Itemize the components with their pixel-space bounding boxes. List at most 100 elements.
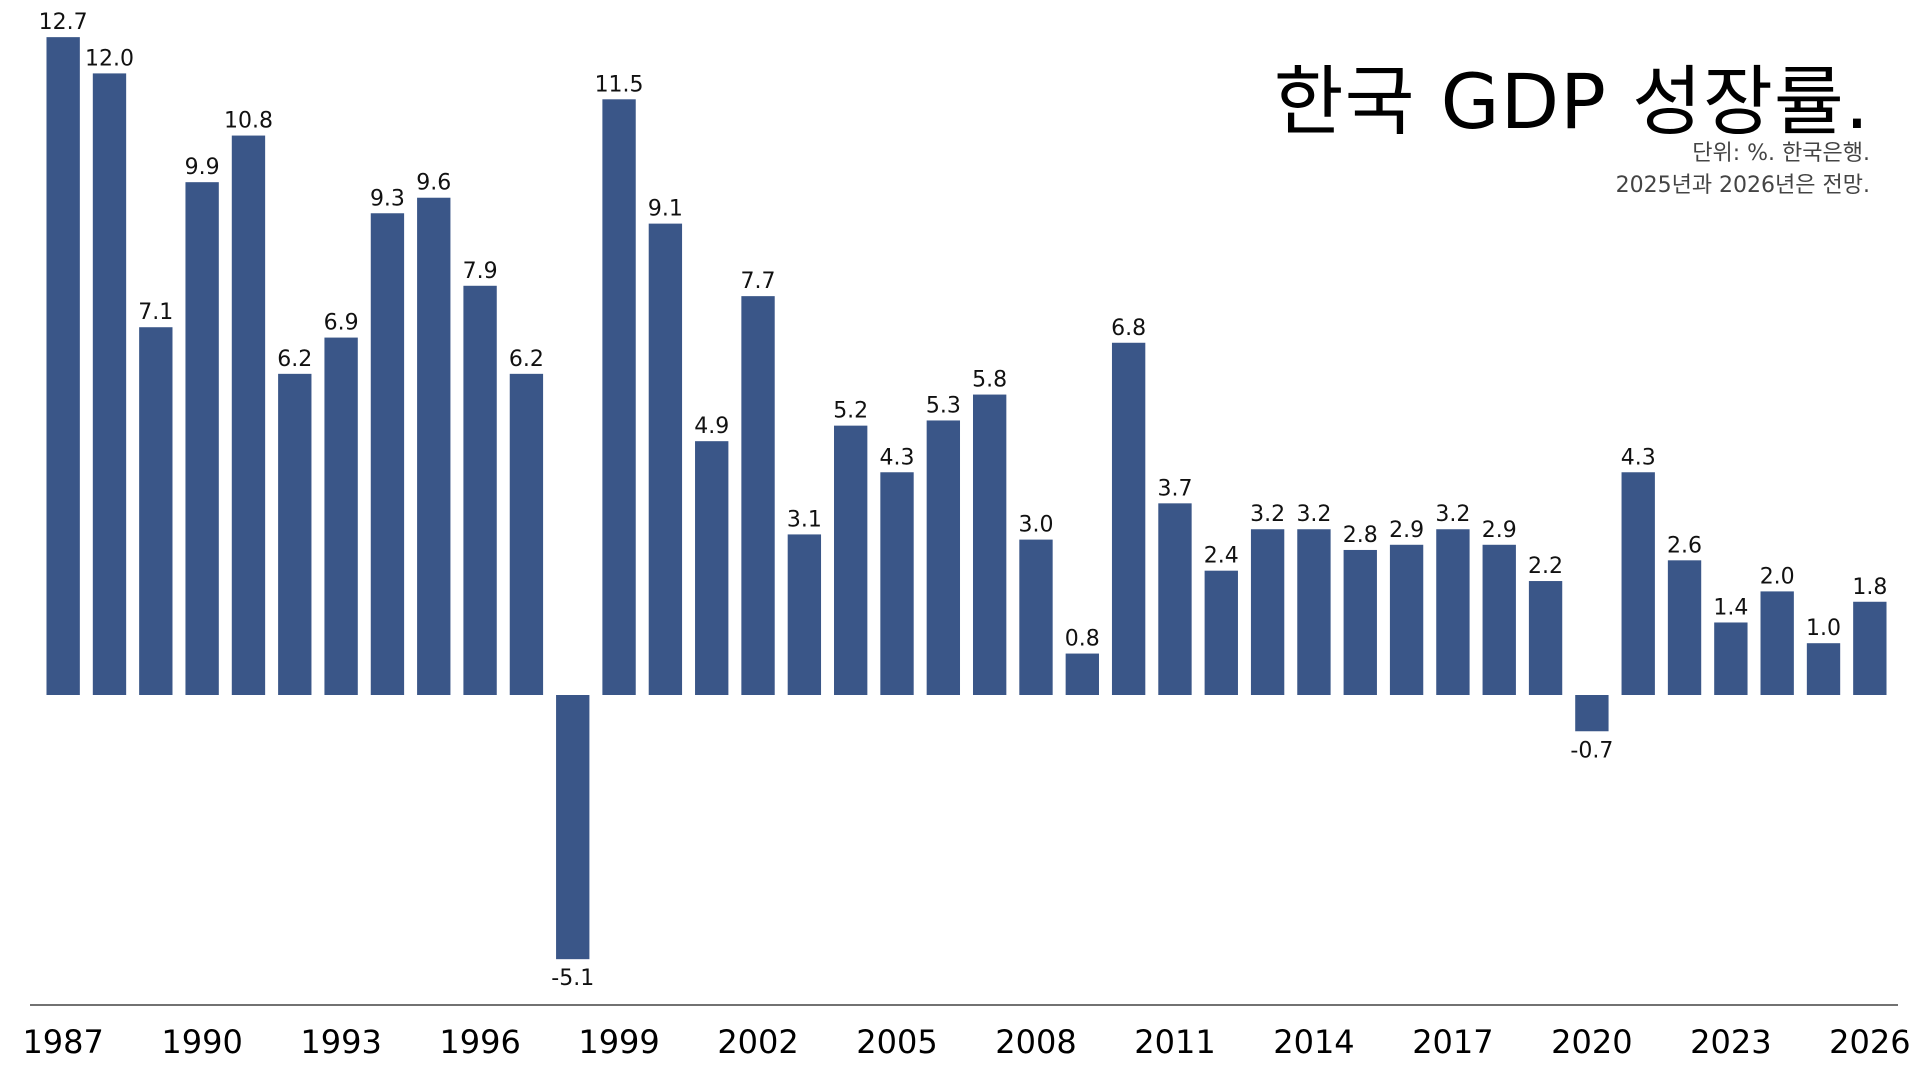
bar-value-label-2001: 4.9	[694, 414, 729, 439]
x-tick-label-2002: 2002	[717, 1023, 798, 1061]
bars-group	[46, 37, 1887, 960]
bar-value-label-1987: 12.7	[39, 10, 88, 35]
bar-value-label-2018: 2.9	[1482, 518, 1517, 543]
bar-value-label-2011: 3.7	[1157, 476, 1192, 501]
bar-value-label-2009: 0.8	[1065, 627, 1100, 652]
bar-value-label-1999: 11.5	[595, 72, 644, 97]
bar-2012	[1204, 570, 1238, 695]
bar-value-label-2024: 2.0	[1760, 564, 1795, 589]
x-tick-label-2008: 2008	[995, 1023, 1076, 1061]
bar-value-label-2008: 3.0	[1018, 513, 1053, 538]
x-tick-label-2014: 2014	[1273, 1023, 1354, 1061]
bar-value-label-2025: 1.0	[1806, 616, 1841, 641]
bar-value-label-1996: 7.9	[463, 259, 498, 284]
x-tick-label-2011: 2011	[1134, 1023, 1215, 1061]
bar-value-label-2010: 6.8	[1111, 316, 1146, 341]
bar-value-label-2021: 4.3	[1621, 445, 1656, 470]
bar-2001	[695, 441, 729, 695]
bar-value-label-2003: 3.1	[787, 507, 822, 532]
x-tick-label-1987: 1987	[22, 1023, 103, 1061]
x-tick-label-2005: 2005	[856, 1023, 937, 1061]
bar-1991	[231, 135, 266, 695]
bar-value-label-2023: 1.4	[1713, 595, 1748, 620]
bar-2010	[1111, 342, 1146, 695]
x-tick-label-1999: 1999	[578, 1023, 659, 1061]
x-tick-label-1993: 1993	[300, 1023, 381, 1061]
chart-note-forecast: 2025년과 2026년은 전망.	[1615, 173, 1870, 198]
bar-value-label-1995: 9.6	[416, 171, 451, 196]
bar-2006	[926, 420, 961, 695]
bar-value-label-2000: 9.1	[648, 197, 683, 222]
bar-1992	[278, 373, 312, 695]
bar-1994	[370, 213, 405, 695]
bar-2004	[834, 425, 868, 695]
chart-title: 한국 GDP 성장률.	[1273, 57, 1870, 146]
bar-value-label-1998: -5.1	[551, 966, 594, 991]
bar-2025	[1806, 643, 1841, 695]
bar-value-label-1988: 12.0	[85, 46, 134, 71]
bar-value-label-2019: 2.2	[1528, 554, 1563, 579]
bar-2014	[1297, 529, 1331, 695]
bar-1998	[556, 695, 590, 960]
bar-1996	[463, 285, 497, 695]
bar-value-label-2017: 3.2	[1435, 502, 1470, 527]
bar-1989	[139, 327, 173, 695]
bar-value-label-1991: 10.8	[224, 109, 273, 134]
bar-value-label-2013: 3.2	[1250, 502, 1285, 527]
bar-value-label-2014: 3.2	[1296, 502, 1331, 527]
bar-value-label-1994: 9.3	[370, 186, 405, 211]
bar-value-label-2022: 2.6	[1667, 533, 1702, 558]
bar-value-label-2020: -0.7	[1570, 738, 1613, 763]
bar-value-label-2006: 5.3	[926, 393, 961, 418]
bar-2016	[1389, 544, 1424, 695]
bar-2007	[972, 394, 1007, 695]
bar-value-label-2002: 7.7	[741, 269, 776, 294]
bar-value-label-1993: 6.9	[324, 311, 359, 336]
bar-2005	[880, 472, 914, 695]
bar-2018	[1482, 544, 1516, 695]
x-tick-label-2017: 2017	[1412, 1023, 1493, 1061]
bar-2022	[1667, 560, 1702, 695]
bar-2003	[787, 534, 822, 695]
bar-labels-group: 12.7 12.0 7.1 9.910.8 6.2 6.9 9.3 9.6 7.9 6.2 -5.1…	[39, 10, 1888, 991]
x-tick-label-2023: 2023	[1690, 1023, 1771, 1061]
bar-2023	[1714, 622, 1748, 695]
x-tick-label-2026: 2026	[1829, 1023, 1910, 1061]
bar-1988	[92, 73, 127, 695]
bar-1997	[509, 373, 544, 695]
bar-2024	[1760, 591, 1794, 695]
bar-value-label-1992: 6.2	[277, 347, 312, 372]
bar-value-label-1997: 6.2	[509, 347, 544, 372]
bar-value-label-2016: 2.9	[1389, 518, 1424, 543]
bar-2002	[741, 296, 775, 695]
bar-value-label-2015: 2.8	[1343, 523, 1378, 548]
bar-value-label-2005: 4.3	[880, 445, 915, 470]
bar-1987	[46, 37, 80, 695]
bar-2021	[1621, 472, 1655, 695]
x-tick-label-2020: 2020	[1551, 1023, 1632, 1061]
chart-note-unit: 단위: %. 한국은행.	[1692, 141, 1870, 166]
bar-2019	[1528, 581, 1563, 695]
bar-2009	[1065, 653, 1099, 695]
bar-2013	[1250, 529, 1285, 695]
bar-1993	[324, 337, 358, 695]
bar-2020	[1575, 695, 1609, 732]
bar-value-label-2004: 5.2	[833, 399, 868, 424]
x-tick-label-1990: 1990	[161, 1023, 242, 1061]
bar-2011	[1158, 503, 1192, 695]
bar-1990	[185, 182, 219, 695]
bar-2026	[1853, 601, 1887, 695]
bar-2000	[648, 223, 683, 695]
bar-1995	[417, 197, 451, 695]
bar-value-label-1989: 7.1	[138, 300, 173, 325]
bar-value-label-2012: 2.4	[1204, 544, 1239, 569]
x-tick-labels-group: 1987 1990 1993 1996 1999 2002 2005 2008 2011 2014…	[22, 1023, 1910, 1061]
bar-2015	[1343, 549, 1377, 695]
bar-value-label-2007: 5.8	[972, 368, 1007, 393]
bar-2008	[1019, 539, 1053, 695]
bar-value-label-2026: 1.8	[1852, 575, 1887, 600]
bar-value-label-1990: 9.9	[185, 155, 220, 180]
bar-1999	[602, 99, 636, 696]
x-tick-label-1996: 1996	[439, 1023, 520, 1061]
